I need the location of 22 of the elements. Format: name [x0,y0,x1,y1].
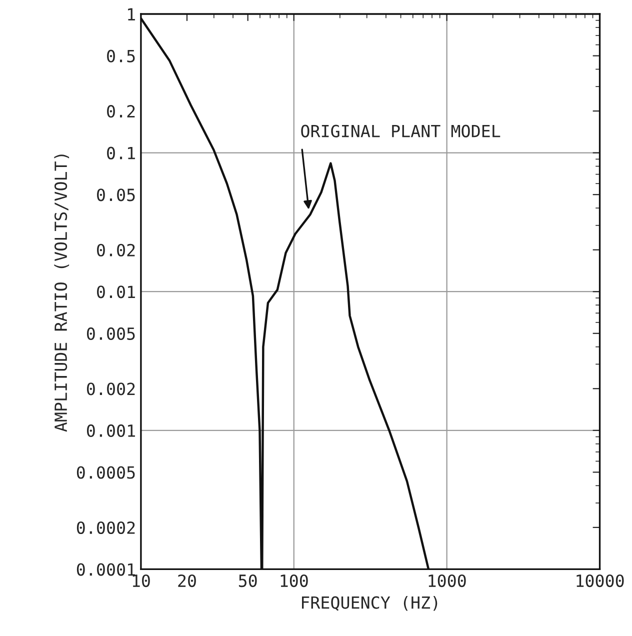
y-tick-label: 0.0005 [76,466,135,479]
y-tick-label: 0.0001 [76,563,135,576]
y-axis-title: AMPLITUDE RATIO (VOLTS/VOLT) [54,154,70,432]
y-tick-label: 0.0002 [76,521,135,534]
x-tick-label: 100 [280,574,308,588]
y-tick-label: 0.05 [97,188,135,202]
x-tick-label: 1000 [428,574,466,588]
y-tick-label: 0.01 [97,286,135,298]
y-tick-label: 0.5 [107,50,135,62]
annotation: ORIGINAL PLANT MODEL [301,124,500,138]
x-tick-label: 20 [178,574,196,588]
y-tick-label: 0.002 [86,382,135,396]
x-tick-label: 10 [132,574,150,588]
y-tick-label: 0.02 [97,244,135,256]
y-tick-label: 1 [128,8,135,20]
y-tick-label: 0.001 [86,424,135,438]
y-tick-label: 0.2 [107,105,135,118]
x-axis-title: FREQUENCY (HZ) [302,596,438,611]
x-tick-label: 50 [238,574,257,588]
y-tick-label: 0.1 [107,146,135,160]
y-tick-label: 0.005 [86,327,135,340]
x-tick-label: 10000 [576,574,624,588]
